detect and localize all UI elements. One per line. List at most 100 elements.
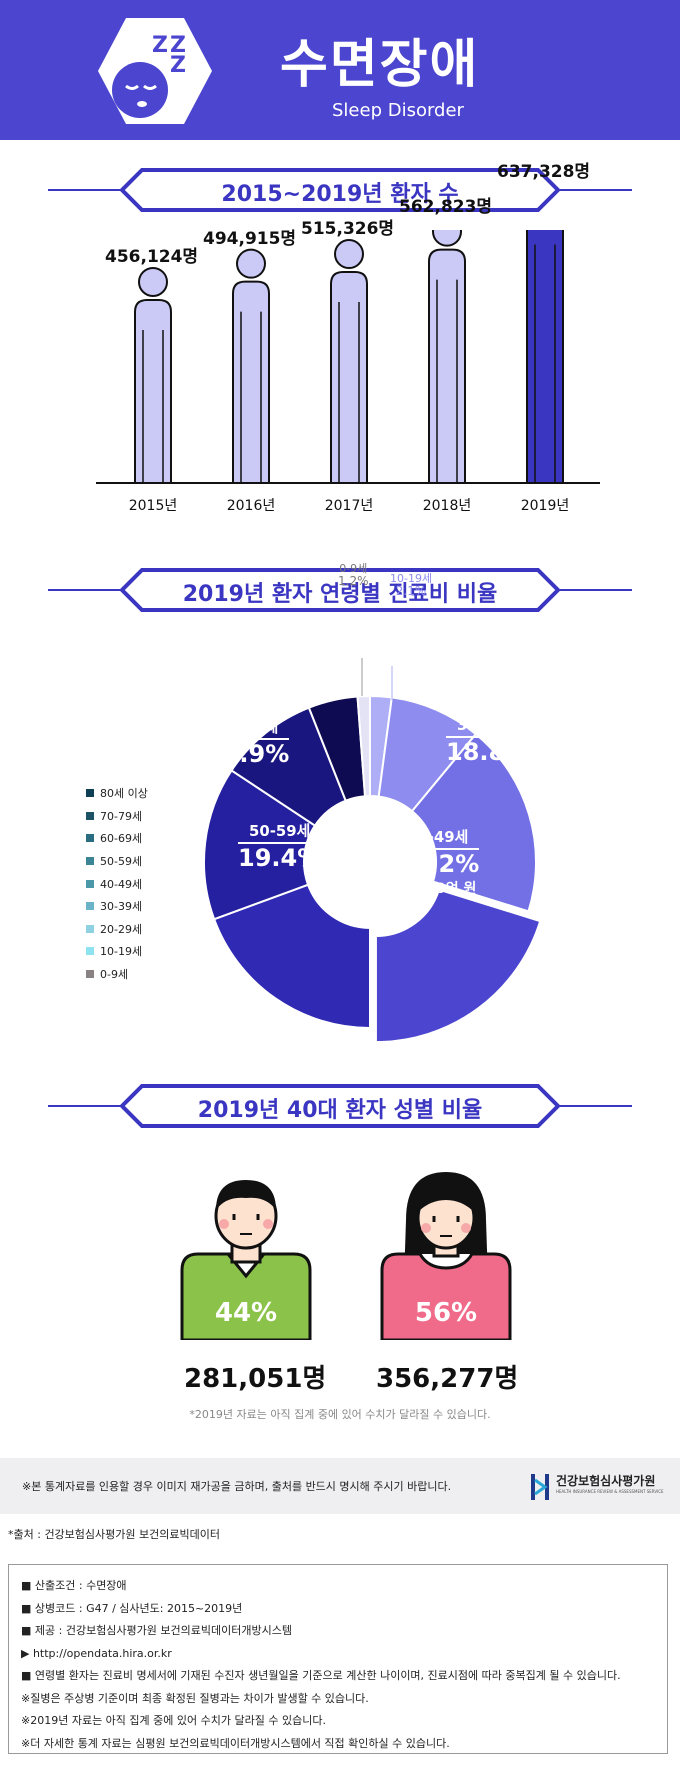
x-tick-label: 2019년 bbox=[520, 498, 570, 514]
page-subtitle: Sleep Disorder bbox=[332, 100, 464, 121]
bar-value-label: 562,823명 bbox=[399, 196, 493, 217]
legend-item: 20-29세 bbox=[86, 918, 148, 941]
slice-label: 50-59세 19.4% bbox=[238, 820, 322, 872]
slice-age-label: 80세이상 bbox=[320, 618, 362, 635]
source-text: *출처 : 건강보험심사평가원 보건의료빅데이터 bbox=[8, 1528, 220, 1541]
slice-age-label: 0-9세 bbox=[339, 562, 368, 575]
legend-item: 30-39세 bbox=[86, 895, 148, 918]
info-line: ※질병은 주상병 기준이며 최종 확정된 질병과는 차이가 발생할 수 있습니다… bbox=[21, 1691, 369, 1705]
legend-swatch bbox=[86, 947, 94, 956]
male-percent: 44% bbox=[214, 1298, 278, 1328]
legend-swatch bbox=[86, 857, 94, 866]
section-title-age-cost: 2019년 환자 연령별 진료비 비율 bbox=[182, 582, 498, 607]
slice-age-label: 40-49세 bbox=[396, 826, 480, 850]
info-line: ■ 상병코드 : G47 / 심사년도: 2015~2019년 bbox=[21, 1601, 243, 1615]
legend-swatch bbox=[86, 834, 94, 843]
bar-value-label: 494,915명 bbox=[203, 228, 297, 249]
slice-age-label: 70-79세 bbox=[262, 648, 324, 671]
slice-label: 30-39세 18.8% bbox=[446, 714, 530, 766]
legend-item: 50-59세 bbox=[86, 850, 148, 873]
slice-label: 60-69세 14.9% bbox=[206, 716, 290, 768]
legend-label: 10-19세 bbox=[100, 945, 143, 959]
chart-legend: 80세 이상 70-79세 60-69세 50-59세 40-49세 30-39세 20-2… bbox=[86, 782, 148, 985]
slice-label: 40-49세 20.2% 약 139억 원 bbox=[396, 826, 480, 898]
slice-label: 70-79세 9.7% bbox=[262, 648, 324, 696]
gender-note: *2019년 자료는 아직 집계 중에 있어 수치가 달라질 수 있습니다. bbox=[189, 1408, 491, 1421]
org-logo-icon bbox=[531, 1474, 549, 1500]
legend-swatch bbox=[86, 902, 94, 911]
pie-slice bbox=[356, 694, 371, 798]
legend-item: 80세 이상 bbox=[86, 782, 148, 805]
legend-label: 30-39세 bbox=[100, 900, 143, 914]
slice-label: 80세이상 4.8% bbox=[320, 618, 362, 653]
legend-label: 20-29세 bbox=[100, 922, 143, 936]
gender-section: 44% 281,051명 56% 356,277명 *2019년 자료는 아직 … bbox=[0, 1170, 680, 1470]
slice-age-label: 20-29세 bbox=[394, 642, 456, 665]
female-percent: 56% bbox=[414, 1298, 478, 1328]
legend-label: 50-59세 bbox=[100, 855, 143, 869]
sleeping-face-icon: Z Z Z bbox=[98, 18, 212, 124]
page-title: 수면장애 bbox=[280, 35, 480, 95]
legend-label: 60-69세 bbox=[100, 832, 143, 846]
slice-note-label: 약 139억 원 bbox=[398, 881, 477, 897]
slice-percent-label: 9.7% bbox=[262, 671, 324, 696]
bar bbox=[134, 266, 172, 484]
section-banner-3 bbox=[48, 1084, 632, 1128]
x-tick-label: 2018년 bbox=[422, 498, 472, 514]
bar bbox=[330, 239, 368, 484]
section-banner-1 bbox=[48, 168, 632, 212]
section-title-gender: 2019년 40대 환자 성별 비율 bbox=[197, 1098, 483, 1123]
bar bbox=[428, 216, 466, 484]
header-banner: Z Z Z 수면장애 Sleep Disorder bbox=[0, 0, 680, 140]
slice-age-label: 30-39세 bbox=[446, 714, 530, 738]
legend-label: 80세 이상 bbox=[100, 787, 148, 801]
legend-item: 10-19세 bbox=[86, 940, 148, 963]
pie-slice bbox=[374, 888, 542, 1044]
slice-age-label: 10-19세 bbox=[390, 572, 433, 585]
x-tick-label: 2015년 bbox=[128, 498, 178, 514]
org-name: 건강보험심사평가원 bbox=[556, 1474, 656, 1488]
legend-item: 40-49세 bbox=[86, 872, 148, 895]
slice-percent-label: 14.9% bbox=[206, 740, 290, 768]
slice-percent-label: 20.2% bbox=[396, 850, 480, 878]
info-line: ※2019년 자료는 아직 집계 중에 있어 수치가 달라질 수 있습니다. bbox=[21, 1714, 326, 1727]
legend-label: 70-79세 bbox=[100, 809, 143, 823]
slice-age-label: 50-59세 bbox=[238, 820, 322, 844]
bar-value-label: 456,124명 bbox=[105, 246, 199, 267]
notice-text: ※본 통계자료를 인용할 경우 이미지 재가공을 금하며, 출처를 반드시 명시… bbox=[22, 1480, 452, 1493]
slice-percent-label: 8.9% bbox=[394, 665, 456, 690]
bar-value-label: 637,328명 bbox=[497, 161, 591, 182]
info-line: ■ 산출조건 : 수면장애 bbox=[21, 1579, 127, 1592]
slice-percent-label: 2.1% bbox=[395, 584, 427, 598]
svg-text:Z: Z bbox=[152, 33, 168, 58]
section-banner-2 bbox=[48, 568, 632, 612]
legend-swatch bbox=[86, 970, 94, 979]
slice-percent-label: 18.8% bbox=[446, 738, 530, 766]
bar bbox=[232, 248, 270, 484]
legend-swatch bbox=[86, 789, 94, 798]
bar-value-label: 515,326명 bbox=[301, 219, 395, 240]
slice-percent-label: 1.2% bbox=[338, 574, 369, 588]
svg-text:Z: Z bbox=[170, 53, 186, 78]
notice-bar: ※본 통계자료를 인용할 경우 이미지 재가공을 금하며, 출처를 반드시 명시… bbox=[0, 1458, 680, 1514]
male-figure bbox=[180, 1180, 312, 1340]
info-line: ■ 연령별 환자는 진료비 명세서에 기재된 수진자 생년월일을 기준으로 계산… bbox=[21, 1669, 621, 1682]
x-tick-label: 2017년 bbox=[324, 498, 374, 514]
legend-label: 40-49세 bbox=[100, 877, 143, 891]
patients-bar-chart: 456,124명 2015년 494,915명 2016년 515,326명 2017년 5… bbox=[0, 162, 680, 530]
female-count: 356,277명 bbox=[376, 1364, 519, 1394]
info-line: ■ 제공 : 건강보험심사평가원 보건의료빅데이터개방시스템 bbox=[21, 1624, 292, 1637]
svg-text:Z: Z bbox=[170, 33, 186, 58]
pie-slice bbox=[410, 732, 537, 913]
x-tick-label: 2016년 bbox=[226, 498, 276, 514]
bar bbox=[526, 181, 564, 484]
info-line: ▶ http://opendata.hira.or.kr bbox=[21, 1646, 172, 1660]
slice-outside-label: 0-9세 1.2% bbox=[338, 562, 369, 588]
female-figure bbox=[380, 1172, 512, 1340]
legend-swatch bbox=[86, 924, 94, 933]
patients-bar-svg bbox=[96, 181, 600, 484]
legend-swatch bbox=[86, 879, 94, 888]
legend-swatch bbox=[86, 811, 94, 820]
slice-age-label: 60-69세 bbox=[206, 716, 290, 740]
org-logo: 건강보험심사평가원 HEALTH INSURANCE REVIEW & ASSE… bbox=[528, 1470, 668, 1504]
